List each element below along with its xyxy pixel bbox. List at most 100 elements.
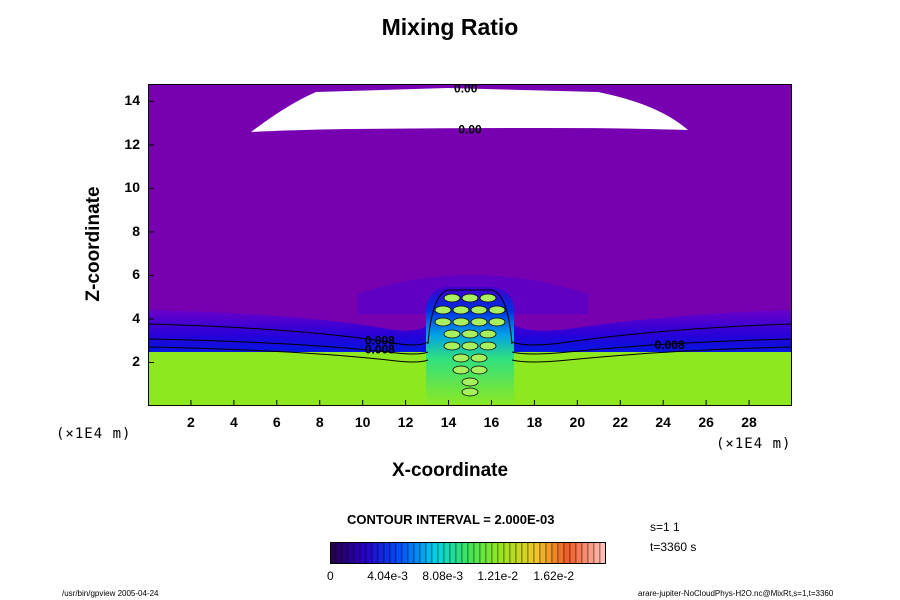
plume-cell (443, 293, 461, 303)
plume-contour (427, 289, 513, 345)
colorbar-cell (395, 542, 403, 564)
x-tick-label: 18 (526, 414, 543, 430)
y-tick-label: 12 (124, 135, 140, 152)
colorbar-cell (347, 542, 355, 564)
colorbar-cell (515, 542, 523, 564)
plume-cell (470, 317, 488, 327)
colorbar-cell (533, 542, 541, 564)
x-tick-label: 16 (483, 414, 500, 430)
plume-cell (443, 341, 461, 351)
colorbar-cell (581, 542, 589, 564)
plume-cell (434, 305, 452, 315)
plume-cell (461, 377, 479, 387)
footer-source: arare-jupiter-NoCloudPhys-H2O.nc@MixRt,s… (638, 589, 834, 598)
chart-title: Mixing Ratio (381, 14, 519, 40)
plume-cell (452, 353, 470, 363)
x-tick-label: 22 (612, 414, 629, 430)
colorbar-cell (407, 542, 415, 564)
x-axis-left-unit: (×1E4 m) (56, 426, 132, 442)
contour-line-lower (148, 346, 792, 363)
plot-frame (148, 84, 792, 406)
colorbar-cell (527, 542, 535, 564)
contour-label: 0.008 (365, 342, 395, 356)
colorbar-cell (389, 542, 397, 564)
colorbar-cell (545, 542, 553, 564)
plume-cell (461, 341, 479, 351)
colorbar-cell (485, 542, 493, 564)
y-tick-label: 4 (132, 309, 140, 326)
contour-label: 0.008 (655, 338, 685, 352)
x-tick-label: 6 (272, 414, 281, 430)
y-tick-label: 2 (132, 353, 140, 370)
x-tick-label: 26 (698, 414, 714, 430)
contour-interval-label: CONTOUR INTERVAL = 2.000E-03 (347, 512, 555, 527)
plume-cell (470, 305, 488, 315)
plume-cell (461, 293, 479, 303)
colorbar-cell (359, 542, 367, 564)
plume-cell (488, 317, 506, 327)
x-tick-label: 2 (187, 414, 195, 430)
x-tick-label: 14 (440, 414, 457, 430)
colorbar-tick-label: 4.04e-3 (367, 569, 408, 583)
colorbar-cell (383, 542, 391, 564)
plume-cell (470, 353, 488, 363)
plume-cell (470, 365, 488, 375)
cloud-gap-region (251, 88, 688, 132)
contour-line-upper (148, 323, 792, 346)
colorbar-cell (425, 542, 433, 564)
colorbar-tick-label: 8.08e-3 (422, 569, 464, 583)
x-tick-label: 4 (229, 414, 238, 430)
info-subscript: s=1 1 (650, 520, 680, 534)
x-tick-label: 20 (569, 414, 586, 430)
colorbar-cell (401, 542, 409, 564)
colorbar-cell (419, 542, 427, 564)
colorbar-cell (455, 542, 463, 564)
x-axis-label: X-coordinate (391, 460, 509, 481)
colorbar-cell (599, 542, 606, 564)
colorbar-cell (509, 542, 517, 564)
colorbar-cell (341, 542, 349, 564)
colorbar-cell (461, 542, 469, 564)
colorbar-cell (491, 542, 499, 564)
colorbar-cell (503, 542, 511, 564)
footer-command: /usr/bin/gpview 2005-04-24 (62, 589, 159, 598)
colorbar-tick-label: 0 (327, 569, 334, 583)
colorbar-cell (473, 542, 481, 564)
colorbar-cell (437, 542, 445, 564)
x-tick-label: 24 (655, 414, 671, 430)
y-tick-label: 10 (124, 179, 140, 196)
plume-cell (452, 305, 470, 315)
colorbar (330, 542, 606, 564)
plume-cell (461, 387, 479, 397)
plume-cell (479, 329, 497, 339)
colorbar-cell (593, 542, 601, 564)
colorbar-cell (497, 542, 505, 564)
colorbar-cell (377, 542, 385, 564)
colorbar-cell (413, 542, 421, 564)
y-tick-label: 14 (124, 92, 140, 109)
y-tick-label: 6 (132, 266, 140, 283)
plume-cell (479, 341, 497, 351)
colorbar-tick-label: 1.21e-2 (477, 569, 519, 583)
colorbar-cell (569, 542, 577, 564)
x-tick-label: 12 (397, 414, 414, 430)
colorbar-cell (587, 542, 595, 564)
plume-cell (479, 293, 497, 303)
colorbar-cell (431, 542, 439, 564)
plume-cells (434, 293, 506, 397)
colorbar-cell (539, 542, 547, 564)
contour-label: 0.00 (458, 123, 482, 137)
colorbar-cell (557, 542, 565, 564)
colorbar-cell (479, 542, 487, 564)
colorbar-cell (563, 542, 571, 564)
colorbar-cell (353, 542, 361, 564)
colorbar-cell (371, 542, 379, 564)
colorbar-cell (335, 542, 343, 564)
colorbar-cell (551, 542, 559, 564)
plume-cell (443, 329, 461, 339)
plume-cell (488, 305, 506, 315)
x-tick-label: 10 (354, 414, 371, 430)
colorbar-cell (443, 542, 451, 564)
